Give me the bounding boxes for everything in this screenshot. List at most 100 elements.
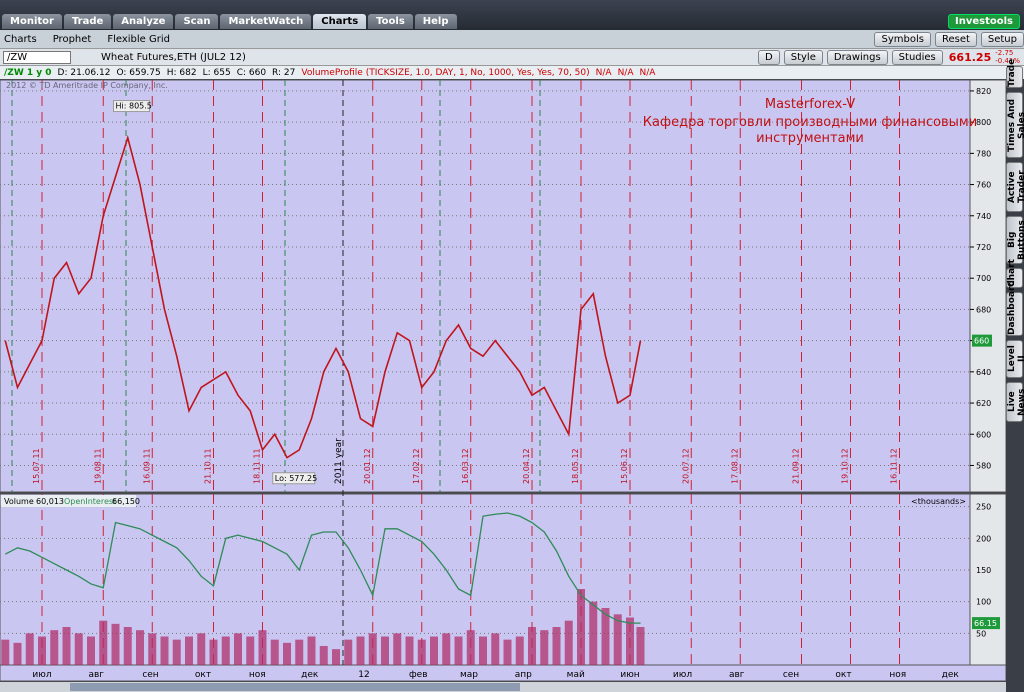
legend-oi: OpenInterest [64,497,116,506]
volume-bar [601,608,610,665]
volume-bar [393,633,402,665]
expiry-label: 17.08.12 [730,448,739,484]
tab[interactable]: Tools [368,13,413,29]
volume-bar [332,649,340,665]
na: N/A [617,67,634,78]
copyright: 2012 © TD Ameritrade IP Company, Inc. [6,81,168,90]
volume-bar [381,636,389,665]
side-tab[interactable]: Trade [1006,59,1023,88]
y-tick-label: 600 [976,430,991,439]
toolbar-button[interactable]: Setup [980,31,1024,47]
info-item: R: 27 [272,67,296,78]
last-marker-label: 660 [974,337,989,346]
symbol-bar: /ZW Wheat Futures,ETH (JUL2 12) D Style Draw… [0,48,1024,65]
brand[interactable]: Investools [948,13,1020,29]
volume-bar [1,639,10,665]
chart-button[interactable]: Style [783,49,823,65]
toolbar-button[interactable]: Reset [934,31,977,47]
volume-bar [38,636,46,665]
volume-bar [491,633,500,665]
info-item: D: 21.06.12 [57,67,111,78]
y-tick-label: 800 [976,118,991,127]
chart-button[interactable]: Studies [891,49,943,65]
expiry-label: 17.02.12 [412,448,421,484]
volume-bar [87,636,95,665]
change-box: -2.75 -0.41% [995,49,1020,65]
volume-bar [123,627,132,665]
volume-bar [258,630,267,665]
info-item: H: 682 [166,67,197,78]
side-tab[interactable]: Times And Sales [1006,92,1024,158]
annotation-label: Lo: 577.25 [275,474,317,483]
volume-bar [209,639,218,665]
month-label: 12 [358,670,369,680]
volume-bar [221,636,230,665]
month-label: мар [460,670,478,680]
annotation-label: Hi: 805.5 [116,102,152,111]
expiry-label: 20.04.12 [522,448,531,484]
side-tab[interactable]: Live News [1006,382,1024,422]
symbol-input[interactable]: /ZW [3,50,71,64]
info-item: C: 660 [236,67,267,78]
tab[interactable]: MarketWatch [220,13,312,29]
volume-axis [969,493,1006,666]
chart-button[interactable]: Drawings [826,49,888,65]
info-item: O: 659.75 [116,67,161,78]
volume-bar [160,636,169,665]
month-label: дек [942,670,960,680]
y-tick-label: 100 [976,598,991,607]
expiry-label: 19.10.12 [841,448,850,484]
toolbar-button[interactable]: Symbols [874,31,931,47]
volume-bar [172,639,181,665]
y-tick-label: 680 [976,305,991,314]
sub-tab[interactable]: Charts [4,33,37,45]
volume-bar [197,633,206,665]
legend-volume-value: 60,013 [36,497,64,506]
volume-bar [74,633,83,665]
volume-bar [454,636,463,665]
volume-bar [540,630,549,665]
y-tick-label: 720 [976,243,991,252]
month-label: апр [515,670,532,680]
expiry-label: 18.11.11 [253,448,262,484]
volume-bar [136,630,144,665]
tab[interactable]: Monitor [2,13,62,29]
tab[interactable]: Trade [63,13,112,29]
month-label: авг [88,670,104,680]
volume-bar [430,636,438,665]
volume-bar [528,627,536,665]
volume-bar [62,627,71,665]
tab[interactable]: Charts [313,13,367,29]
volume-bar [13,642,22,665]
side-tab[interactable]: Active Trader [1006,162,1024,212]
na: N/A [639,67,656,78]
info-bar: /ZW 1 y 0 D: 21.06.12 O: 659.75 H: 682 L: 65… [0,65,1024,79]
expiry-label: 15.06.12 [620,448,629,484]
side-tab[interactable]: Big Buttons [1006,216,1024,264]
sub-tab[interactable]: Flexible Grid [107,33,170,45]
y-tick-label: 620 [976,399,991,408]
expiry-label: 21.10.11 [204,448,213,484]
side-tab[interactable]: Level II [1006,340,1024,378]
main-tabs: Monitor Trade Analyze Scan MarketWatch Charts… [0,0,1024,30]
volume-bar [636,627,645,665]
sub-tab[interactable]: Prophet [52,33,92,45]
y-tick-label: 820 [976,87,991,96]
volume-bar [344,639,353,665]
legend-volume: Volume [4,497,34,506]
time-axis [0,664,1006,682]
volume-bar [270,639,279,665]
chart-button[interactable]: D [758,49,780,65]
annotation-title: Masterforex-V [765,97,855,112]
change: -2.75 [995,49,1014,57]
tab[interactable]: Help [414,13,457,29]
tab[interactable]: Scan [175,13,219,29]
tab[interactable]: Analyze [113,13,174,29]
last-marker [972,334,992,347]
price-line [4,134,642,459]
units-label: <thousands> [911,497,966,506]
month-label: июн [620,670,639,680]
side-tab[interactable]: Dashboard [1006,280,1023,336]
month-label: июл [32,670,51,680]
